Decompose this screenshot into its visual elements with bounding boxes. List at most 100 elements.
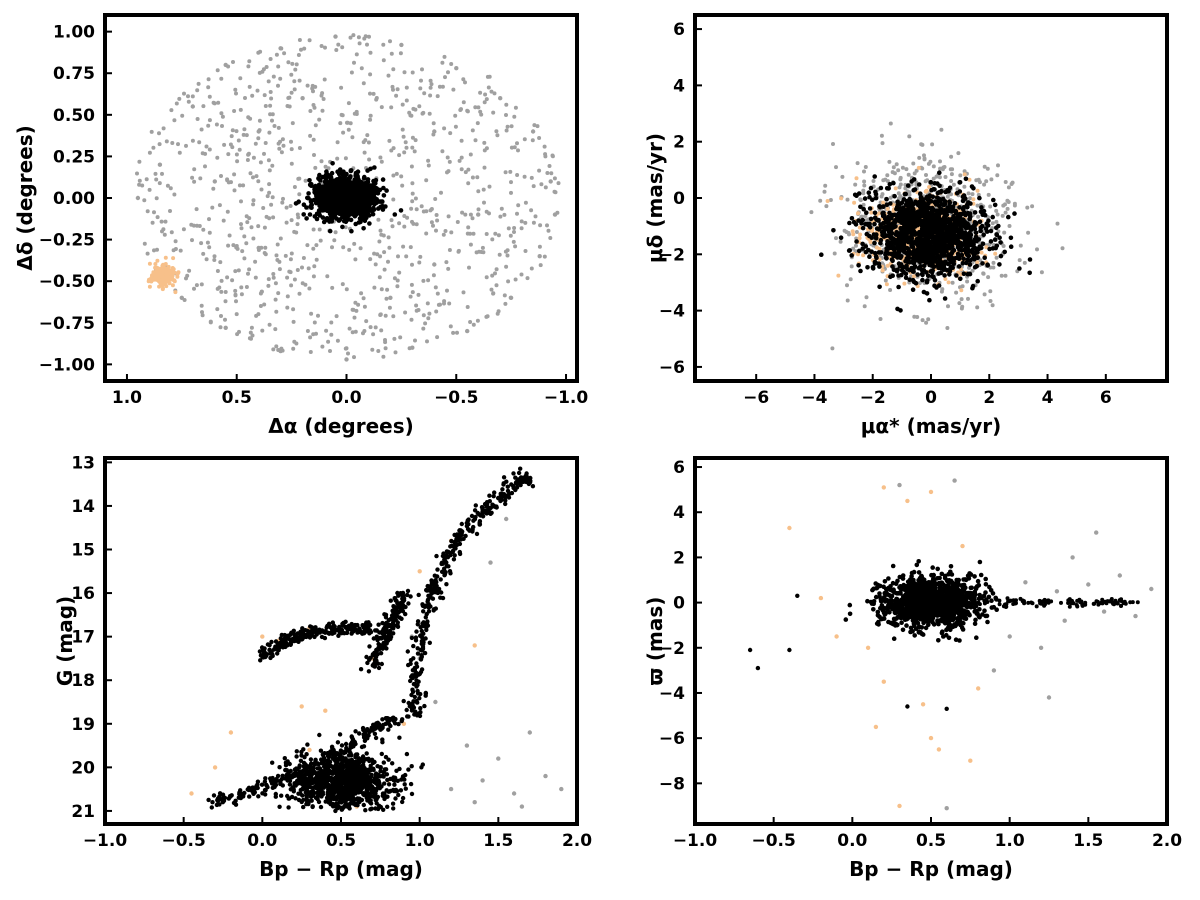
field-stars-point [300, 265, 304, 270]
field-stars-point [426, 278, 431, 283]
cluster-members-point [901, 205, 906, 211]
field-stars-point [390, 84, 395, 89]
field-stars-point [459, 107, 463, 112]
field-stars-point [341, 245, 346, 250]
field-stars-point [352, 315, 357, 320]
field-stars-point [922, 153, 926, 158]
field-stars-point [267, 130, 272, 135]
field-stars-point [832, 251, 837, 256]
field-stars-point [242, 256, 247, 261]
field-stars-point [186, 94, 190, 99]
field-stars-point [484, 146, 489, 151]
field-stars-point [285, 104, 290, 108]
field-stars-point [237, 183, 242, 188]
field-stars-point [267, 190, 272, 195]
field-stars-point [975, 203, 980, 208]
field-stars-point [214, 122, 219, 127]
cluster-members-point [306, 191, 311, 196]
field-stars-point [477, 249, 482, 254]
field-stars-point [207, 217, 211, 222]
companion-stars-point [168, 271, 173, 276]
field-stars-point [948, 167, 953, 172]
field-stars-point [321, 97, 326, 101]
field-stars-point [919, 142, 924, 147]
field-stars-point [251, 175, 255, 180]
field-stars-point [404, 145, 409, 150]
cluster-members-point [920, 258, 925, 264]
cluster-members-point [340, 175, 345, 181]
cluster-members-point [915, 209, 921, 215]
field-stars-point [190, 238, 194, 243]
field-stars-point [861, 188, 866, 193]
cluster-members-point [958, 276, 963, 282]
cluster-members-point [351, 194, 357, 199]
field-stars-point [928, 159, 933, 164]
field-stars-point [268, 103, 273, 108]
field-stars-point [311, 246, 316, 251]
field-stars-point [519, 219, 524, 224]
field-stars-point [459, 155, 464, 160]
field-stars-point [982, 182, 987, 187]
field-stars-point [191, 223, 196, 228]
field-stars-point [308, 109, 313, 113]
field-stars-point [292, 185, 297, 189]
field-stars-point [295, 268, 300, 272]
cluster-members-point [924, 279, 930, 285]
field-stars-point [247, 336, 252, 341]
cluster-members-point [336, 210, 341, 215]
field-stars-point [228, 142, 233, 147]
field-stars-point [994, 208, 999, 213]
cluster-members-point [868, 216, 874, 222]
field-stars-point [219, 111, 224, 116]
field-stars-point [253, 141, 258, 146]
field-stars-point [854, 243, 858, 248]
field-stars-point [336, 42, 341, 47]
field-stars-point [461, 290, 466, 295]
field-stars-point [404, 254, 409, 259]
field-stars-point [192, 286, 196, 291]
field-stars-point [847, 232, 851, 237]
field-stars-point [958, 173, 963, 178]
field-stars-point [473, 105, 478, 110]
field-stars-point [471, 231, 476, 236]
field-stars-point [371, 332, 376, 337]
field-stars-point [414, 303, 419, 308]
field-stars-point [207, 230, 212, 235]
field-stars-point [308, 133, 313, 138]
field-stars-point [233, 288, 238, 293]
cluster-members-point [979, 205, 984, 210]
field-stars-point [530, 129, 536, 134]
field-stars-point [442, 54, 447, 59]
field-stars-point [240, 249, 245, 254]
field-stars-point [288, 257, 293, 262]
field-stars-point [888, 288, 893, 292]
companion-stars-point [975, 260, 980, 265]
field-stars-point [316, 313, 320, 318]
field-stars-point [531, 220, 536, 225]
field-stars-point [515, 173, 520, 177]
field-stars-point [356, 35, 361, 40]
cluster-members-point [876, 227, 882, 232]
field-stars-point [455, 330, 459, 335]
cluster-members-point [334, 200, 340, 205]
field-stars-point [465, 109, 470, 114]
field-stars-point [295, 222, 300, 227]
field-stars-point [212, 254, 217, 259]
cluster-members-point [873, 191, 879, 197]
cluster-members-point [1027, 270, 1032, 276]
field-stars-point [263, 104, 268, 108]
field-stars-point [426, 163, 431, 168]
field-stars-point [1002, 230, 1007, 235]
field-stars-point [842, 228, 847, 233]
field-stars-point [144, 177, 149, 182]
field-stars-point [172, 118, 177, 123]
cluster-members-point [347, 211, 353, 217]
field-stars-point [346, 101, 351, 106]
field-stars-point [424, 231, 429, 236]
field-stars-point [247, 216, 252, 221]
field-stars-point [525, 276, 530, 281]
field-stars-point [395, 284, 400, 289]
cluster-members-point [847, 220, 852, 226]
field-stars-point [985, 166, 990, 171]
field-stars-point [379, 159, 384, 164]
